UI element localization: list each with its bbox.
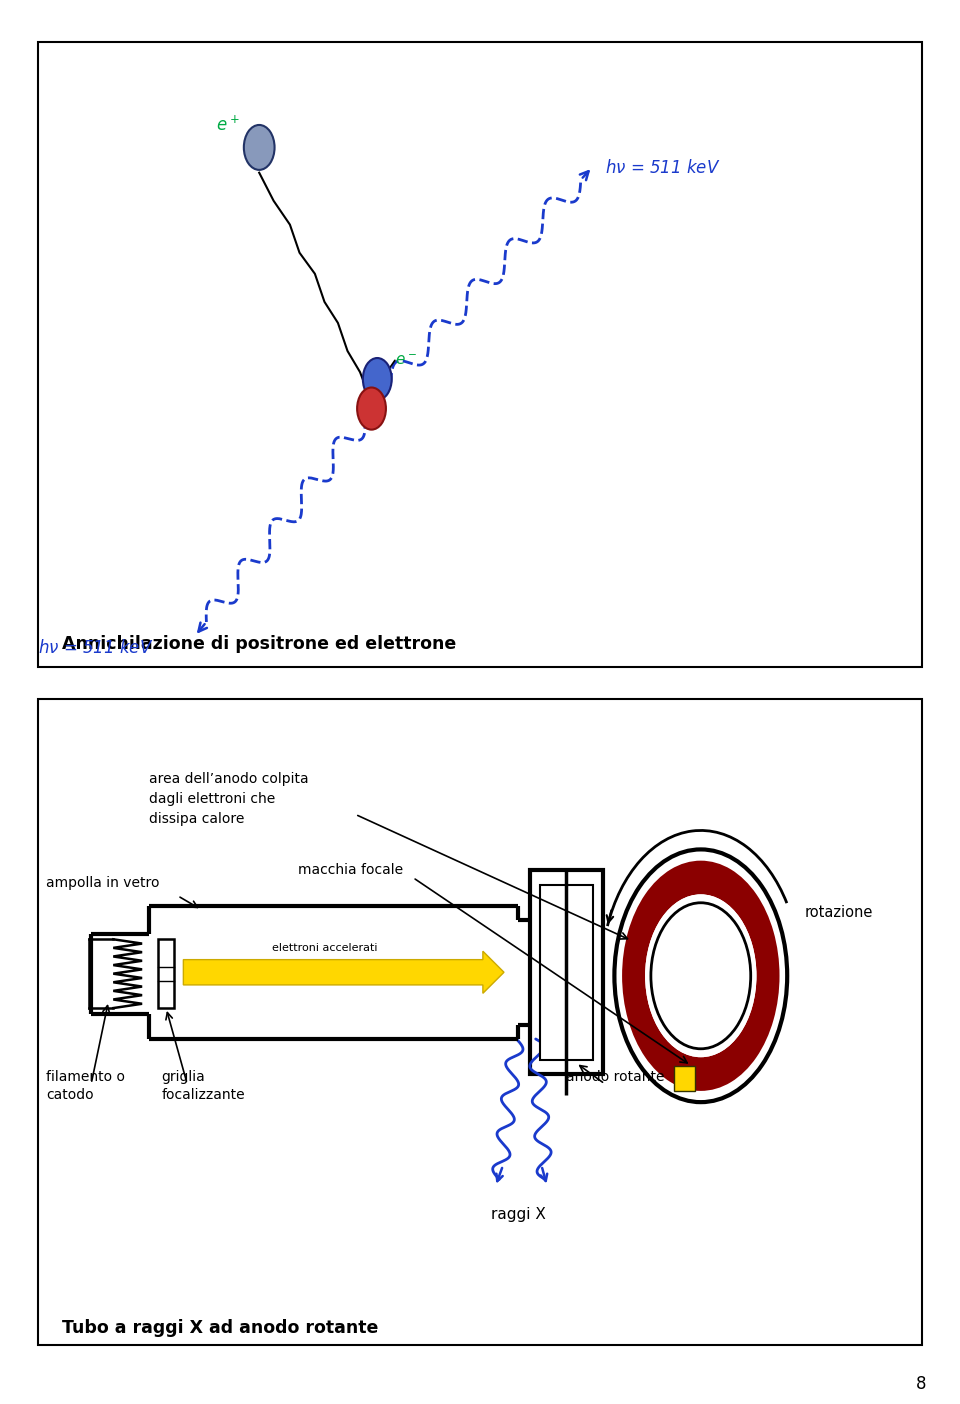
- Text: $h\nu$ = 511 keV: $h\nu$ = 511 keV: [605, 159, 720, 177]
- Circle shape: [363, 358, 392, 400]
- Bar: [158, 939, 174, 1008]
- Text: area dell’anodo colpita: area dell’anodo colpita: [149, 772, 308, 786]
- Text: $e^-$: $e^-$: [395, 352, 417, 368]
- Text: griglia: griglia: [161, 1070, 205, 1084]
- Text: anodo rotante: anodo rotante: [566, 1070, 665, 1084]
- Text: elettroni accelerati: elettroni accelerati: [272, 942, 377, 952]
- Bar: [38, 42, 922, 667]
- Text: $e^+$: $e^+$: [216, 115, 240, 135]
- Text: focalizzante: focalizzante: [161, 1088, 245, 1102]
- Text: catodo: catodo: [46, 1088, 94, 1102]
- Bar: [540, 885, 593, 1060]
- Circle shape: [614, 849, 787, 1102]
- Text: raggi X: raggi X: [491, 1207, 546, 1223]
- Circle shape: [357, 388, 386, 430]
- Wedge shape: [622, 861, 780, 1091]
- Text: dissipa calore: dissipa calore: [149, 812, 244, 826]
- Circle shape: [645, 894, 756, 1057]
- Bar: [38, 699, 922, 1345]
- Text: rotazione: rotazione: [804, 906, 874, 920]
- FancyArrow shape: [183, 952, 504, 994]
- Bar: [530, 870, 603, 1074]
- Text: macchia focale: macchia focale: [298, 863, 403, 878]
- Circle shape: [244, 125, 275, 170]
- Text: 8: 8: [916, 1375, 926, 1393]
- Text: Tubo a raggi X ad anodo rotante: Tubo a raggi X ad anodo rotante: [62, 1318, 379, 1337]
- Text: dagli elettroni che: dagli elettroni che: [149, 792, 276, 806]
- Bar: [674, 1066, 695, 1091]
- Text: filamento o: filamento o: [46, 1070, 125, 1084]
- Circle shape: [651, 903, 751, 1049]
- Text: Annichilazione di positrone ed elettrone: Annichilazione di positrone ed elettrone: [62, 635, 457, 653]
- Text: ampolla in vetro: ampolla in vetro: [46, 876, 159, 890]
- Text: $h\nu$ = 511 keV: $h\nu$ = 511 keV: [38, 639, 154, 657]
